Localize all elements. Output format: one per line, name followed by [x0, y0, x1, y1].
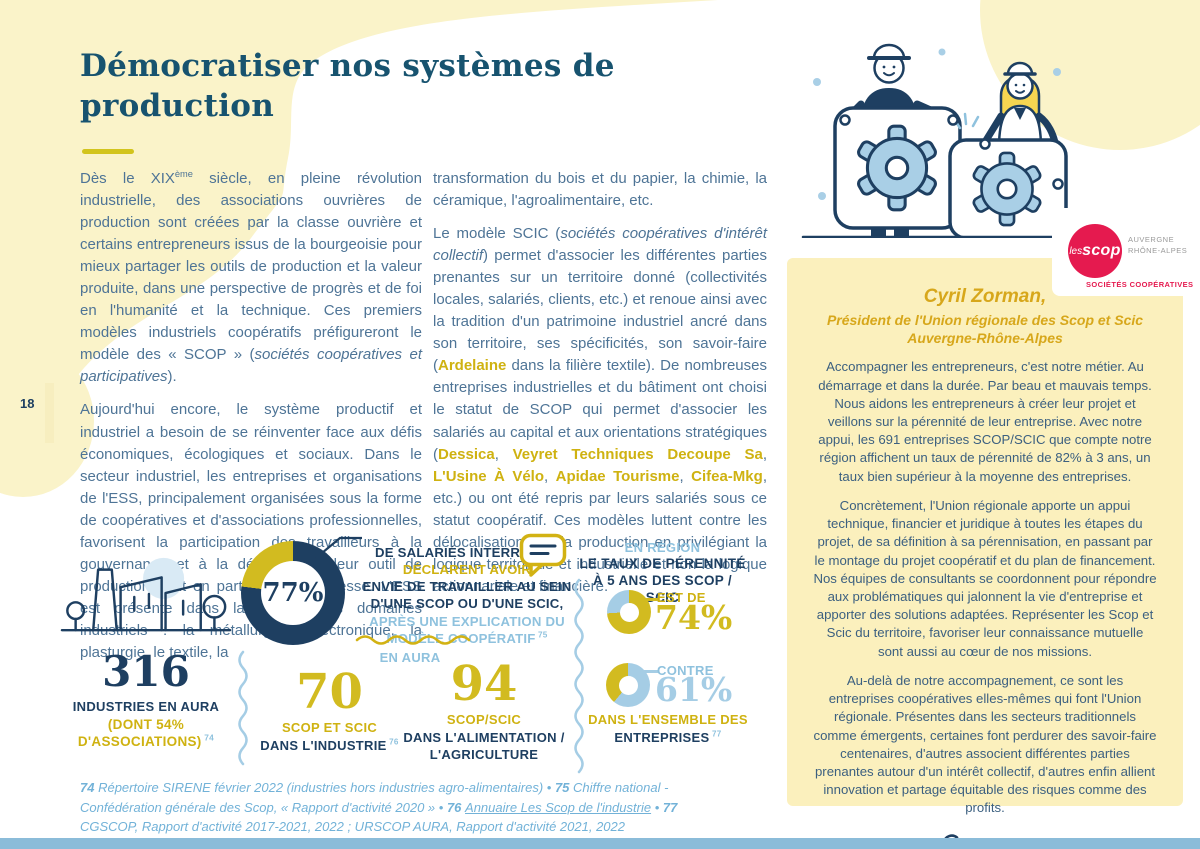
donut-77-connector: [315, 536, 362, 559]
wavy-line-right: [574, 578, 584, 774]
stat-316-label: INDUSTRIES EN AURA: [72, 699, 220, 714]
workers-gears-illustration: [801, 43, 1097, 238]
en-region-block: EN RÉGION LE TAUX DE PÉRENNITÉ À 5 ANS D…: [575, 540, 750, 607]
quote-paragraph: Concrètement, l'Union régionale apporte …: [813, 497, 1157, 659]
donut-74-connector: [644, 598, 659, 601]
lesscop-logo: les scop: [1068, 224, 1122, 278]
quote-paragraph: Accompagner les entrepreneurs, c'est not…: [818, 359, 1152, 484]
wavy-line-left: [238, 650, 248, 766]
footnotes: 74 Répertoire SIRENE février 2022 (indus…: [80, 780, 678, 834]
en-region-line2: À 5 ANS DES SCOP / SCIC: [593, 573, 732, 605]
donut-hole: [261, 561, 325, 625]
factory-icon: [60, 557, 232, 632]
donut-chart-77: 77%: [241, 541, 345, 645]
stat-70-sublabel: DANS L'INDUSTRIE 76: [260, 737, 399, 754]
page-title-line1: Démocratiser nos systèmes de: [80, 48, 615, 84]
stat-316-block: 316 INDUSTRIES EN AURA (DONT 54% D'ASSOCI…: [58, 552, 234, 751]
donut-61-label: CONTRE: [657, 663, 714, 678]
donut-74-value: 74%: [655, 598, 733, 637]
logo-region-line2: RHÔNE-ALPES: [1128, 246, 1188, 256]
donut-hole: [618, 675, 638, 695]
en-aura-label: EN AURA: [379, 650, 441, 665]
body-column-right: transformation du bois et du papier, la …: [433, 168, 767, 609]
stat-94-sublabel: DANS L'ALIMENTATION / L'AGRICULTURE: [403, 730, 565, 762]
quote-paragraph: Au-delà de notre accompagnement, ce sont…: [813, 672, 1157, 816]
logo-brand-scop: scop: [1082, 242, 1121, 259]
donut-61-caption-line1: DANS L'ENSEMBLE DES: [588, 712, 748, 727]
logo-card: les scop AUVERGNE RHÔNE-ALPES SOCIÉTÉS CO…: [1052, 208, 1200, 296]
stat-316-sublabel: (DONT 54% D'ASSOCIATIONS) 74: [77, 717, 215, 750]
stat-70-number: 70: [296, 664, 363, 720]
stat-70-label: SCOP ET SCIC: [281, 720, 378, 735]
donut-hole: [619, 602, 639, 622]
speech-bubble-icon: [519, 533, 567, 577]
donut-61-caption-line2: ENTREPRISES 77: [614, 729, 722, 746]
logo-region-line1: AUVERGNE: [1128, 235, 1175, 244]
en-region-label: EN RÉGION: [624, 540, 701, 555]
quote-role-line1: Président de l'Union régionale des Scop …: [826, 312, 1144, 328]
quote-box: Cyril Zorman, Président de l'Union régio…: [787, 258, 1183, 849]
footer-strip: [0, 838, 1200, 849]
donut-chart-61: [606, 663, 650, 707]
quote-role-line2: Auvergne-Rhône-Alpes: [907, 330, 1063, 347]
stat-94-block: 94 SCOP/SCIC DANS L'ALIMENTATION / L'AGRI…: [398, 660, 570, 763]
stat-70-block: 70 SCOP ET SCIC DANS L'INDUSTRIE 76: [252, 668, 407, 755]
donut-77-caption: DE SALARIÉS INTERROGÉS DÉCLARENT AVOIR ENV…: [362, 545, 572, 646]
en-region-line1: LE TAUX DE PÉRENNITÉ: [579, 556, 746, 572]
page-title: Démocratiser nos systèmes de production: [80, 46, 700, 127]
quote-role: Président de l'Union régionale des Scop …: [813, 311, 1157, 347]
paragraph: transformation du bois et du papier, la …: [433, 170, 767, 210]
donut-chart-74: [607, 590, 651, 634]
logo-tagline: SOCIÉTÉS COOPÉRATIVES: [1086, 280, 1194, 289]
quote-name: Cyril Zorman,: [923, 286, 1047, 307]
donut-77-value: 77%: [262, 578, 324, 608]
logo-region: AUVERGNE RHÔNE-ALPES: [1128, 234, 1187, 257]
donut-61-value: 61%: [655, 670, 733, 709]
donut-74-label: EST DE: [657, 590, 706, 605]
title-underline: [82, 149, 134, 154]
page-number: 18: [20, 396, 35, 411]
page-number-bar: [45, 383, 54, 443]
donut-61-caption: DANS L'ENSEMBLE DES ENTREPRISES 77: [582, 712, 754, 747]
stat-316-number: 316: [102, 647, 190, 696]
logo-brand-les: les: [1069, 245, 1083, 257]
stat-94-number: 94: [450, 656, 518, 712]
wavy-line-yellow: [355, 635, 471, 645]
paragraph: Dès le XIXème siècle, en pleine révoluti…: [80, 169, 423, 386]
page-title-line2: production: [80, 88, 275, 125]
donut-61-connector: [644, 670, 659, 673]
stat-94-label: SCOP/SCIC: [446, 712, 522, 727]
paragraph: Le modèle SCIC (sociétés coopératives d'…: [433, 225, 768, 595]
